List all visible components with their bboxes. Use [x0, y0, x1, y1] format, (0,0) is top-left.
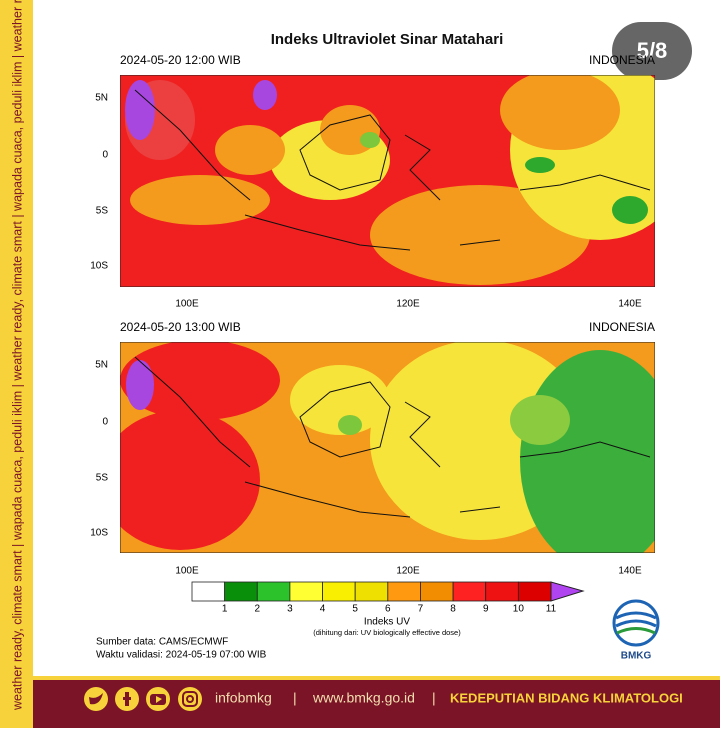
uv-map	[120, 75, 655, 287]
lon-label: 100E	[175, 566, 199, 577]
colorbar-label: 10	[513, 604, 525, 615]
lon-label: 100E	[175, 299, 199, 310]
colorbar-arrow	[550, 581, 585, 602]
lon-label: 140E	[618, 566, 642, 577]
footer-handle: infobmkg	[215, 690, 272, 706]
colorbar-segment	[517, 581, 552, 602]
source: Sumber data: CAMS/ECMWF	[96, 637, 228, 648]
colorbar-label: 3	[287, 604, 293, 615]
lat-label: 10S	[90, 528, 108, 539]
footer-unit: KEDEPUTIAN BIDANG KLIMATOLOGI	[450, 690, 683, 705]
colorbar-label: 8	[450, 604, 456, 615]
lat-label: 0	[102, 150, 108, 161]
logo-mark	[612, 599, 660, 647]
validity: Waktu validasi: 2024-05-19 07:00 WIB	[96, 650, 267, 661]
colorbar-title: Indeks UV	[364, 617, 410, 628]
badge-text: 5/8	[637, 38, 668, 63]
colorbar-label: 1	[222, 604, 228, 615]
title: Indeks Ultraviolet Sinar Matahari	[271, 31, 504, 48]
lon-label: 120E	[396, 566, 420, 577]
lat-label: 0	[102, 417, 108, 428]
sidebar	[0, 0, 33, 728]
colorbar-segment	[224, 581, 258, 602]
colorbar-label: 2	[254, 604, 260, 615]
colorbar-label: 11	[546, 604, 557, 615]
colorbar-label: 4	[320, 604, 326, 615]
uv-map	[120, 342, 655, 553]
lat-label: 5S	[96, 206, 109, 217]
colorbar-segment	[420, 581, 454, 602]
lat-label: 5S	[96, 473, 109, 484]
colorbar-note: (dihitung dari: UV biologically effectiv…	[313, 628, 461, 637]
colorbar-segment	[485, 581, 519, 602]
footer-separator: |	[293, 690, 297, 706]
panel-time: 2024-05-20 12:00 WIB	[120, 53, 241, 67]
page-badge	[612, 22, 692, 80]
colorbar-segment	[452, 581, 487, 602]
panel-region: INDONESIA	[589, 320, 655, 334]
logo-text: BMKG	[621, 651, 652, 662]
lat-label: 10S	[90, 261, 108, 272]
lat-label: 5N	[95, 360, 108, 371]
colorbar-segment	[387, 581, 421, 602]
colorbar-label: 6	[385, 604, 391, 615]
colorbar-label: 9	[483, 604, 489, 615]
colorbar-label: 5	[352, 604, 358, 615]
panel-time: 2024-05-20 13:00 WIB	[120, 320, 241, 334]
sidebar-text: weather ready, climate smart | wapada cu…	[10, 0, 24, 711]
footer-url[interactable]: www.bmkg.go.id	[312, 690, 415, 706]
panel-region: INDONESIA	[589, 53, 655, 67]
colorbar-label: 7	[418, 604, 424, 615]
colorbar-segment	[322, 581, 356, 602]
colorbar-segment	[256, 581, 291, 602]
colorbar-segment	[354, 581, 389, 602]
lon-label: 140E	[618, 299, 642, 310]
colorbar-segment	[289, 581, 323, 602]
footer-separator: |	[432, 690, 436, 706]
lon-label: 120E	[396, 299, 420, 310]
lat-label: 5N	[95, 93, 108, 104]
colorbar-segment	[191, 581, 226, 602]
